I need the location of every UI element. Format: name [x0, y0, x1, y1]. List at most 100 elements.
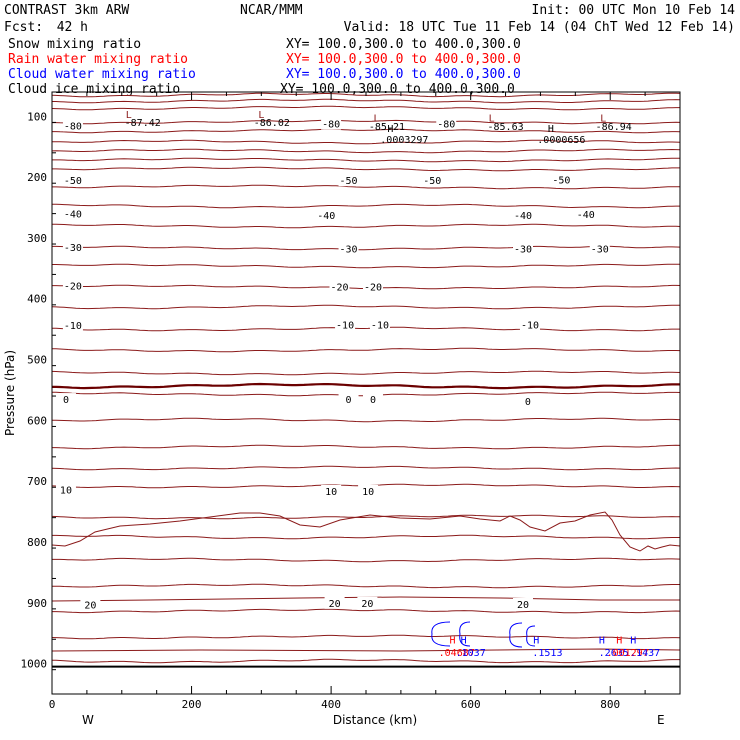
- contour-label: -10: [336, 320, 354, 331]
- contour-label-bg: [369, 318, 390, 331]
- contour-line-zero: [52, 382, 681, 390]
- cloud-boundary: [459, 621, 471, 647]
- contour-line: [51, 634, 681, 640]
- contour-line: [52, 119, 681, 125]
- high-value: .1513: [532, 648, 562, 659]
- y-tick-label: 400: [27, 293, 47, 306]
- contour-label-bg: [338, 174, 359, 187]
- valid-time: Valid: 18 UTC Tue 11 Feb 14 (04 ChT Wed …: [344, 20, 735, 35]
- high-marker: H: [450, 635, 456, 646]
- high-value: .1037: [456, 648, 486, 659]
- contour-line: [52, 98, 681, 104]
- contour-line: [52, 263, 681, 269]
- extrema-markers: L-87.42L-86.02 L-85.21L-85.63L-86.94H.000…: [125, 110, 661, 659]
- y-tick-label: 500: [27, 354, 47, 367]
- y-tick-label: 1000: [21, 658, 48, 671]
- contour-line: [52, 139, 681, 145]
- high-value: .0000656: [537, 135, 585, 146]
- x-east-label: E: [657, 713, 665, 727]
- contour-label: -50: [423, 176, 441, 187]
- y-tick-label: 300: [27, 232, 47, 245]
- contour-label: -40: [577, 210, 595, 221]
- contour-label-bg: [357, 596, 378, 609]
- contour-line: [52, 166, 680, 172]
- x-tick-label: 800: [600, 698, 620, 711]
- contour-label-bg: [517, 394, 538, 407]
- contour-label-bg: [80, 598, 101, 611]
- low-marker: L: [489, 114, 495, 125]
- low-marker: L: [373, 114, 379, 125]
- legend-cloud-ice-xy: XY= 100.0,300.0 to 400.0,300.0: [280, 82, 515, 97]
- x-tick-label: 200: [182, 698, 202, 711]
- contour-line: [52, 128, 681, 134]
- contour-line: [52, 417, 681, 423]
- contour-label-bg: [324, 596, 345, 609]
- contour-line: [51, 148, 681, 154]
- chart-title: CONTRAST 3km ARW: [4, 3, 129, 18]
- contour-label-bg: [62, 241, 83, 254]
- contour-line: [52, 557, 681, 563]
- contour-label-bg: [575, 208, 596, 221]
- contour-label: 20: [84, 601, 96, 612]
- contour-line: [52, 608, 681, 614]
- contour-line: [51, 658, 680, 664]
- contour-label: -30: [340, 244, 358, 255]
- x-axis-title-wrap: Distance (km): [315, 713, 435, 727]
- contour-line: [51, 514, 681, 520]
- contour-line: [51, 304, 680, 310]
- contour-label-bg: [422, 174, 443, 187]
- contour-label-bg: [513, 208, 533, 221]
- contour-label: -20: [64, 281, 82, 292]
- contour-label-bg: [321, 484, 342, 497]
- high-marker: H: [387, 124, 393, 135]
- cloud-boundary: [509, 622, 523, 648]
- contour-label: -80: [64, 121, 82, 132]
- contour-label: -80: [322, 120, 340, 131]
- contour-label: 20: [329, 599, 341, 610]
- contour-label-bg: [362, 280, 383, 293]
- x-tick-label: 400: [321, 698, 341, 711]
- low-marker: L: [600, 114, 606, 125]
- y-tick-label: 900: [27, 597, 47, 610]
- contour-line: [51, 370, 681, 376]
- cloud-boundary: [526, 625, 536, 647]
- contour-label: 10: [325, 487, 337, 498]
- contour-line: [52, 203, 680, 209]
- contour-line: [51, 105, 680, 111]
- low-value: -85.21: [369, 122, 405, 133]
- contour-label: 10: [362, 487, 374, 498]
- legend-rain-name: Rain water mixing ratio: [8, 52, 188, 67]
- contour-label: -20: [364, 283, 382, 294]
- high-value: .2635: [599, 648, 629, 659]
- contour-line: [52, 444, 681, 450]
- contour-label-bg: [338, 242, 359, 255]
- contour-labels: -80 -80 -80 -50 -50 -50 -50 -40 -40 -40 -40 -30 -30 -…: [55, 117, 610, 612]
- contour-label-bg: [362, 393, 383, 406]
- high-marker: H: [599, 635, 605, 646]
- contour-label: -40: [317, 211, 335, 222]
- x-tick-label: 600: [461, 698, 481, 711]
- contour-label: -10: [371, 320, 389, 331]
- contour-label-bg: [62, 207, 83, 220]
- cloud-boundary: [431, 621, 451, 647]
- high-marker: H: [533, 635, 539, 646]
- contour-line-30: [51, 648, 681, 652]
- legend-cloud-water-name: Cloud water mixing ratio: [8, 67, 196, 82]
- header-svg: CONTRAST 3km ARW NCAR/MMM Init: 00 UTC M…: [4, 3, 735, 97]
- y-tick-label: 800: [27, 536, 47, 549]
- contour-label-bg: [589, 242, 610, 255]
- low-value: -87.42: [125, 118, 161, 129]
- legend-snow-name: Snow mixing ratio: [8, 37, 141, 52]
- high-value: .001297: [607, 648, 649, 659]
- contour-label: -50: [64, 176, 82, 187]
- high-marker: H: [616, 635, 622, 646]
- contour-label: 0: [525, 397, 531, 408]
- contour-label: -10: [64, 321, 82, 332]
- low-value: -86.94: [596, 122, 632, 133]
- y-tick-label: 200: [27, 171, 47, 184]
- contour-label: 0: [346, 395, 352, 406]
- contour-label-bg: [329, 280, 350, 293]
- contour-label: -10: [521, 320, 539, 331]
